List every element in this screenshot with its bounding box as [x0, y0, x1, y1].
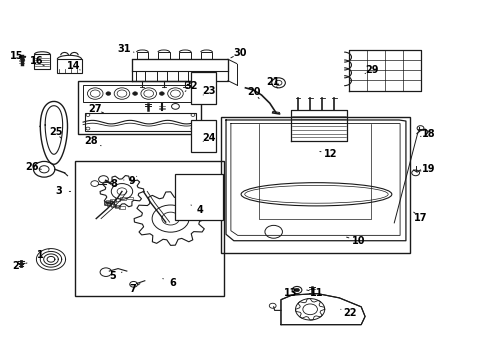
Text: 32: 32	[184, 81, 197, 91]
Bar	[201, 52, 212, 59]
Bar	[104, 201, 110, 204]
Bar	[110, 199, 116, 202]
Bar	[158, 52, 169, 59]
Text: 5: 5	[109, 271, 115, 282]
Bar	[119, 206, 124, 209]
Bar	[78, 81, 201, 134]
Text: 22: 22	[343, 308, 357, 318]
Text: 3: 3	[55, 186, 62, 197]
Text: 13: 13	[283, 288, 296, 297]
Bar	[83, 85, 196, 102]
Text: 20: 20	[247, 87, 261, 98]
Bar	[126, 197, 132, 199]
Text: 6: 6	[169, 278, 176, 288]
Text: 16: 16	[30, 57, 43, 66]
Bar	[199, 90, 209, 93]
Text: 10: 10	[351, 236, 365, 246]
Bar	[104, 202, 110, 204]
Circle shape	[106, 92, 111, 95]
Bar	[57, 59, 81, 73]
Bar	[179, 52, 191, 59]
Text: 14: 14	[66, 62, 80, 71]
Text: 18: 18	[421, 129, 434, 139]
Bar	[105, 203, 111, 206]
Text: 19: 19	[421, 164, 434, 174]
Bar	[106, 200, 112, 203]
Text: 4: 4	[196, 205, 203, 215]
Text: 8: 8	[110, 179, 118, 189]
Text: 2: 2	[13, 261, 20, 271]
Circle shape	[132, 92, 137, 95]
Bar	[110, 204, 116, 207]
Text: 11: 11	[309, 288, 323, 297]
Bar	[221, 117, 409, 253]
Text: 12: 12	[324, 149, 337, 159]
Text: 1: 1	[37, 250, 43, 260]
Bar	[85, 113, 196, 131]
Text: 9: 9	[128, 176, 135, 186]
Text: 31: 31	[117, 44, 130, 54]
Text: 23: 23	[203, 86, 216, 96]
Bar	[114, 205, 120, 208]
Text: 15: 15	[10, 51, 23, 61]
Text: 26: 26	[25, 162, 38, 172]
Text: 24: 24	[203, 133, 216, 143]
Bar	[75, 161, 223, 296]
Circle shape	[159, 92, 164, 95]
Bar	[175, 174, 223, 220]
Bar	[136, 52, 148, 59]
Text: 7: 7	[129, 284, 136, 294]
Polygon shape	[281, 294, 365, 325]
Text: 29: 29	[365, 65, 378, 75]
Text: 27: 27	[88, 104, 102, 114]
Text: 25: 25	[49, 127, 62, 137]
Bar	[199, 98, 209, 101]
Bar	[107, 203, 113, 206]
Bar	[34, 54, 50, 68]
Bar	[199, 94, 209, 97]
Bar	[191, 72, 216, 104]
Text: 21: 21	[265, 77, 279, 87]
Text: 28: 28	[84, 136, 98, 147]
Bar	[191, 120, 216, 152]
Bar	[114, 198, 120, 201]
Bar	[120, 197, 126, 200]
Text: 30: 30	[232, 48, 246, 58]
Circle shape	[294, 288, 299, 292]
Text: 17: 17	[413, 212, 427, 222]
